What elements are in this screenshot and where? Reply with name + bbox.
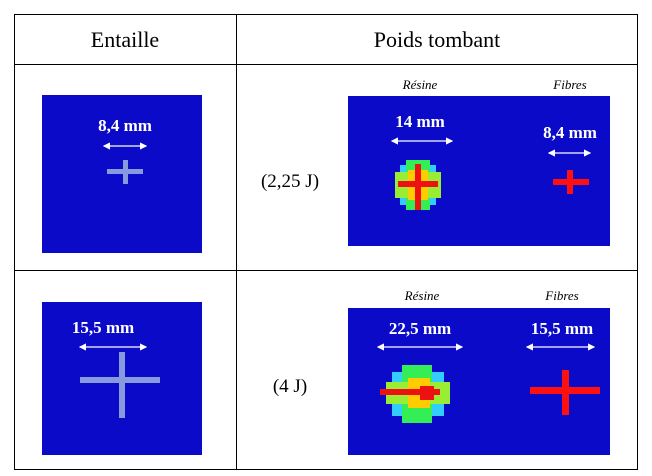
size-label: 8,4 mm: [98, 116, 152, 135]
size-label: 22,5 mm: [389, 319, 451, 338]
notch-mark: [107, 160, 143, 184]
header: Poids tombant: [374, 27, 501, 52]
fibre-damage: [553, 170, 589, 194]
size-label: 8,4 mm: [543, 123, 597, 142]
energy: (2,25 J): [261, 171, 319, 192]
column-label: Fibres: [552, 77, 586, 92]
fibre-damage: [530, 370, 600, 415]
energy: (4 J): [273, 376, 307, 397]
resin-damage: [395, 160, 441, 210]
table-grid: [14, 14, 638, 470]
column-label: Résine: [404, 288, 440, 303]
size-label: 15,5 mm: [531, 319, 593, 338]
header: Entaille: [91, 27, 159, 52]
notch-mark: [80, 352, 160, 418]
size-label: 15,5 mm: [72, 318, 134, 337]
size-label: 14 mm: [395, 112, 445, 131]
resin-damage: [380, 365, 450, 423]
impact-image: [348, 96, 610, 246]
column-label: Résine: [402, 77, 438, 92]
column-label: Fibres: [544, 288, 578, 303]
